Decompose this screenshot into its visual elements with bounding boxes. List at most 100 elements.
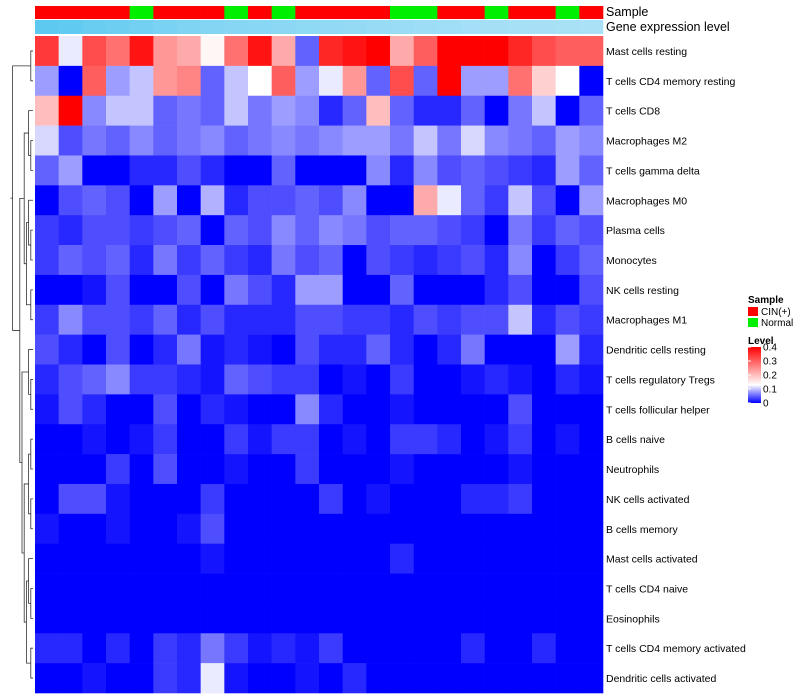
row-label: B cells memory — [606, 524, 679, 536]
heatmap-cell — [555, 155, 580, 186]
heatmap-cell — [200, 603, 225, 634]
expression-cell-12 — [319, 20, 343, 34]
heatmap-cell — [177, 334, 201, 365]
heatmap-cell — [366, 274, 391, 306]
heatmap-cell — [200, 543, 225, 574]
heatmap-cell — [437, 125, 462, 156]
heatmap-cell — [106, 483, 130, 515]
sample-cell-3 — [106, 6, 130, 19]
heatmap-cell — [532, 394, 556, 425]
heatmap-cell — [579, 483, 604, 515]
expression-cell-18 — [461, 20, 485, 34]
heatmap-cell — [82, 245, 107, 276]
heatmap-cell — [390, 663, 414, 694]
heatmap-cell — [342, 633, 367, 664]
heatmap-cell — [295, 633, 320, 664]
heatmap-cell — [390, 454, 414, 485]
heatmap-cell — [58, 424, 83, 455]
heatmap-cell — [271, 274, 296, 306]
heatmap-cell — [224, 155, 249, 186]
heatmap-cell — [248, 483, 272, 515]
heatmap-cell — [461, 633, 485, 664]
heatmap-cell — [224, 125, 249, 156]
heatmap-cell — [437, 185, 462, 216]
heatmap-cell — [200, 274, 225, 306]
heatmap-cell — [106, 513, 130, 544]
heatmap-cell — [579, 215, 604, 246]
row-label: Monocytes — [606, 255, 657, 267]
heatmap-cell — [248, 215, 272, 246]
heatmap-cell — [106, 185, 130, 216]
row-label: Macrophages M0 — [606, 195, 687, 207]
heatmap-cell — [295, 603, 320, 634]
heatmap-cell — [413, 65, 438, 97]
heatmap-cell — [390, 424, 414, 455]
heatmap-cell — [177, 663, 201, 694]
legend-cin-label: CIN(+) — [761, 307, 791, 318]
heatmap-cell — [342, 394, 367, 425]
heatmap-cell — [295, 245, 320, 276]
heatmap-cell — [366, 155, 391, 186]
heatmap-cell — [58, 125, 83, 156]
heatmap-cell — [82, 364, 107, 395]
heatmap-cell — [177, 185, 201, 216]
heatmap-cell — [106, 573, 130, 604]
heatmap-cell — [129, 483, 154, 515]
heatmap-cell — [366, 304, 391, 335]
heatmap-cell — [129, 663, 154, 694]
heatmap-cell — [35, 633, 59, 664]
heatmap-cell — [437, 513, 462, 544]
heatmap-cell — [437, 36, 462, 67]
heatmap-cell — [437, 603, 462, 634]
heatmap-cell — [508, 155, 533, 186]
heatmap-cell — [248, 364, 272, 395]
heatmap-cell — [342, 483, 367, 515]
heatmap-cell — [153, 65, 178, 97]
heatmap-cell — [508, 513, 533, 544]
heatmap-cell — [413, 36, 438, 67]
expression-cell-4 — [129, 20, 154, 34]
sample-cell-19 — [484, 6, 509, 19]
heatmap-cell — [508, 454, 533, 485]
heatmap-cell — [390, 334, 414, 365]
heatmap-cell — [271, 155, 296, 186]
expression-cell-15 — [390, 20, 414, 34]
heatmap-cell — [555, 334, 580, 365]
heatmap-cell — [390, 633, 414, 664]
heatmap-cell — [58, 36, 83, 67]
heatmap-cell — [106, 304, 130, 335]
heatmap-cell — [579, 573, 604, 604]
expression-cell-8 — [224, 20, 249, 34]
heatmap-cell — [390, 394, 414, 425]
heatmap-cell — [366, 424, 391, 455]
heatmap-cell — [508, 334, 533, 365]
dendrogram-branch — [30, 140, 33, 171]
heatmap-cell — [224, 543, 249, 574]
heatmap-cell — [248, 633, 272, 664]
row-label: Plasma cells — [606, 225, 665, 237]
heatmap-cell — [413, 304, 438, 335]
legend-tick-label: 0.4 — [763, 343, 777, 354]
heatmap-cell — [461, 334, 485, 365]
heatmap-cell — [532, 185, 556, 216]
heatmap-cell — [153, 454, 178, 485]
heatmap-cell — [319, 274, 343, 306]
expression-cell-3 — [106, 20, 130, 34]
heatmap-cell — [484, 95, 509, 126]
heatmap-cell — [224, 454, 249, 485]
heatmap-cell — [58, 454, 83, 485]
heatmap-cell — [532, 65, 556, 97]
heatmap-cell — [484, 394, 509, 425]
heatmap-cell — [532, 36, 556, 67]
heatmap-cell — [271, 334, 296, 365]
heatmap-cell — [461, 36, 485, 67]
row-label: T cells gamma delta — [606, 165, 700, 177]
heatmap-cell — [579, 185, 604, 216]
heatmap-cell — [366, 245, 391, 276]
heatmap-cell — [342, 424, 367, 455]
dendrogram-branch — [30, 229, 33, 261]
heatmap-cell — [390, 364, 414, 395]
heatmap-cell — [461, 155, 485, 186]
heatmap-cell — [106, 334, 130, 365]
